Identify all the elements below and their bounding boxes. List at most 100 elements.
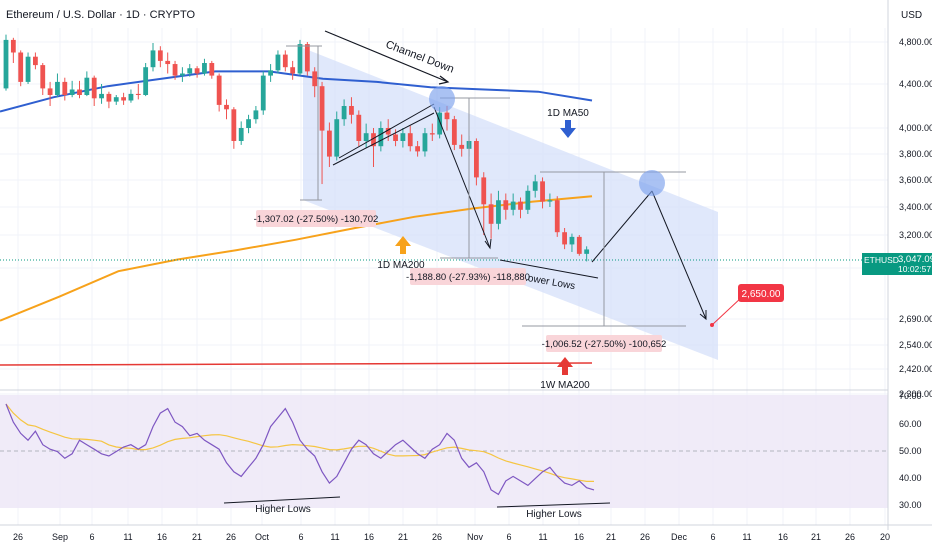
- candle-body: [510, 201, 516, 210]
- candle-body: [562, 232, 567, 245]
- rsi-tick-label: 40.00: [899, 473, 922, 483]
- candle-body: [378, 128, 384, 147]
- candle-body: [385, 128, 391, 135]
- countdown: 10:02:57: [898, 264, 931, 274]
- candle-body: [209, 63, 215, 76]
- candle-body: [393, 134, 398, 141]
- time-tick-label: 11: [742, 532, 751, 542]
- candle-body: [327, 130, 332, 157]
- time-tick-label: 6: [710, 532, 715, 542]
- candle-body: [444, 112, 450, 120]
- ma50-line: [0, 70, 593, 113]
- candle-body: [106, 93, 112, 102]
- price-tick-label: 3,400.00: [899, 202, 932, 212]
- rsi-tick-label: 70.00: [899, 391, 922, 401]
- time-tick-label: 6: [506, 532, 511, 542]
- w-ma200-label: 1W MA200: [540, 380, 590, 391]
- candle-body: [356, 114, 362, 141]
- candle-body: [172, 64, 178, 76]
- candle-body: [488, 204, 494, 224]
- time-tick-label: 16: [157, 532, 167, 542]
- chart-title: Ethereum / U.S. Dollar · 1D · CRYPTO: [6, 9, 196, 21]
- target-text: 2,650.00: [742, 289, 781, 300]
- time-tick-label: 21: [811, 532, 821, 542]
- time-tick-label: 26: [640, 532, 650, 542]
- touch-circle-1: [429, 86, 455, 112]
- candle-body: [459, 144, 465, 149]
- candle-body: [55, 81, 60, 95]
- ma200-arrow-icon: [395, 236, 411, 254]
- candle-body: [135, 93, 141, 95]
- price-tick-label: 4,800.00: [899, 37, 932, 47]
- projection-up: [591, 190, 653, 263]
- candle-body: [290, 67, 296, 74]
- candle-body: [400, 133, 406, 141]
- candle-body: [40, 65, 46, 89]
- price-tick-label: 3,200.00: [899, 230, 932, 240]
- last-symbol: ETHUSD: [864, 255, 899, 265]
- candle-body: [157, 50, 163, 61]
- higher-lows-label-1: Higher Lows: [255, 504, 311, 515]
- time-tick-label: 11: [123, 532, 132, 542]
- ma200-label: 1D MA200: [377, 260, 425, 271]
- candle-body: [121, 97, 126, 101]
- candle-body: [150, 50, 156, 68]
- time-tick-label: 21: [192, 532, 202, 542]
- time-axis[interactable]: 26 Sep 6 11 16 21 26 Oct 6 11 16 21 26 Nov 6 11 16 21 26 De…: [13, 532, 890, 542]
- candle-body: [312, 71, 318, 87]
- candle-body: [532, 181, 538, 191]
- time-tick-label: 26: [13, 532, 23, 542]
- candle-body: [91, 77, 97, 99]
- channel-down-arrow-head: [438, 75, 450, 85]
- candle-body: [503, 200, 509, 210]
- candle-body: [62, 81, 68, 95]
- drop-arrow-1-head: [484, 238, 492, 250]
- candle-body: [18, 52, 24, 82]
- candle-body: [25, 56, 31, 82]
- measure-3-text: -1,006.52 (-27.50%) -100,652: [542, 339, 667, 350]
- candle-body: [33, 56, 38, 66]
- price-tick-label: 3,600.00: [899, 175, 932, 185]
- time-tick-label: Sep: [52, 532, 68, 542]
- candle-body: [282, 54, 288, 68]
- candle-body: [407, 133, 413, 147]
- price-axis[interactable]: 4,800.00 4,400.00 4,000.00 3,800.00 3,600.00…: [899, 37, 932, 399]
- candle-body: [128, 93, 134, 101]
- wedge-line-2: [338, 103, 435, 159]
- w-ma200-line: [0, 362, 593, 366]
- candle-body: [47, 88, 53, 95]
- candle-body: [77, 89, 82, 95]
- time-tick-label: 6: [89, 532, 94, 542]
- candle-body: [260, 75, 266, 111]
- time-tick-label: 16: [574, 532, 584, 542]
- drop-arrow-1: [433, 106, 491, 249]
- candle-body: [165, 60, 171, 65]
- candle-body: [341, 106, 347, 120]
- measure-2-text: -1,188.80 (-27.93%) -118,880: [406, 272, 530, 283]
- price-tick-label: 4,000.00: [899, 123, 932, 133]
- time-tick-label: 16: [778, 532, 788, 542]
- candle-body: [349, 106, 354, 115]
- candle-body: [422, 133, 428, 152]
- candle-body: [429, 133, 435, 135]
- candle-body: [238, 128, 244, 141]
- higher-lows-line-2: [496, 502, 611, 508]
- last-price-badge: [862, 253, 932, 275]
- rsi-tick-label: 60.00: [899, 419, 922, 429]
- candle-body: [525, 190, 531, 210]
- time-tick-label: 26: [226, 532, 236, 542]
- last-price: 3,047.09: [898, 254, 932, 265]
- candles: [3, 34, 590, 262]
- candle-body: [319, 86, 325, 131]
- time-tick-label: 11: [538, 532, 547, 542]
- candle-body: [540, 181, 545, 202]
- measure-3-box: [546, 335, 662, 352]
- candle-body: [576, 236, 582, 254]
- currency-label: USD: [901, 10, 922, 21]
- rsi-ma-line: [5, 403, 594, 482]
- candle-body: [143, 67, 149, 95]
- higher-lows-line-1: [223, 496, 341, 504]
- lower-lows-line: [499, 259, 599, 279]
- wedge-line-1: [332, 112, 435, 166]
